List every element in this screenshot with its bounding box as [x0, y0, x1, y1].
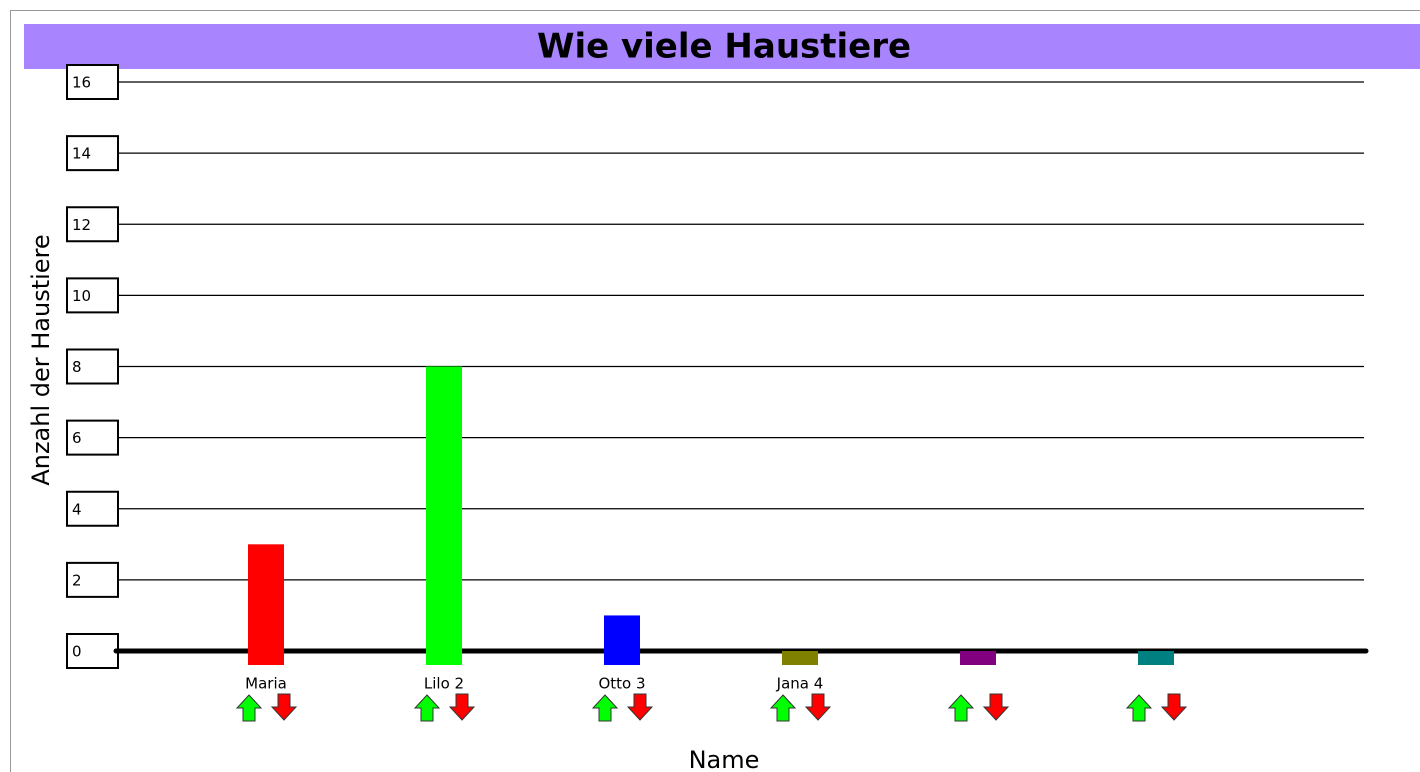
y-tick-label: 14 — [72, 145, 91, 163]
bar — [426, 366, 462, 665]
frame — [10, 10, 1420, 772]
decrease-button[interactable] — [804, 693, 832, 721]
tick-box — [66, 64, 119, 100]
x-tick-label: Jana 4 — [776, 675, 824, 693]
y-tick-label: 12 — [72, 216, 91, 234]
decrease-button[interactable] — [982, 693, 1010, 721]
tick-box — [66, 277, 119, 314]
tick-box — [66, 348, 119, 385]
y-tick-label: 16 — [72, 74, 91, 92]
title-bar — [24, 24, 1420, 69]
y-axis-label: Anzahl der Haustiere — [27, 234, 55, 485]
decrease-button[interactable] — [1160, 693, 1188, 721]
tick-box — [66, 633, 119, 669]
tick-box — [66, 135, 119, 172]
increase-button[interactable] — [235, 694, 263, 722]
y-tick-label: 2 — [72, 571, 82, 589]
increase-button[interactable] — [1125, 694, 1153, 722]
bar — [248, 544, 284, 665]
tick-box — [66, 419, 119, 456]
bar — [1138, 651, 1174, 665]
bar — [960, 651, 996, 665]
tick-box — [66, 561, 119, 598]
x-tick-label: Lilo 2 — [424, 675, 464, 693]
decrease-button[interactable] — [626, 693, 654, 721]
y-tick-label: 10 — [72, 287, 91, 305]
y-tick-label: 6 — [72, 429, 82, 447]
x-tick-label: Otto 3 — [598, 675, 645, 693]
bar — [604, 615, 640, 665]
y-tick-label: 0 — [72, 643, 82, 661]
y-tick-label: 4 — [72, 500, 82, 518]
chart-title: Wie viele Haustiere — [537, 27, 911, 67]
increase-button[interactable] — [947, 694, 975, 722]
decrease-button[interactable] — [448, 693, 476, 721]
y-tick-label: 8 — [72, 358, 82, 376]
increase-button[interactable] — [769, 694, 797, 722]
x-tick-label: Maria — [245, 675, 287, 693]
bar — [782, 651, 818, 665]
x-axis-label: Name — [689, 746, 760, 772]
increase-button[interactable] — [591, 694, 619, 722]
tick-box — [66, 206, 119, 243]
tick-box — [66, 490, 119, 527]
increase-button[interactable] — [413, 694, 441, 722]
decrease-button[interactable] — [270, 693, 298, 721]
